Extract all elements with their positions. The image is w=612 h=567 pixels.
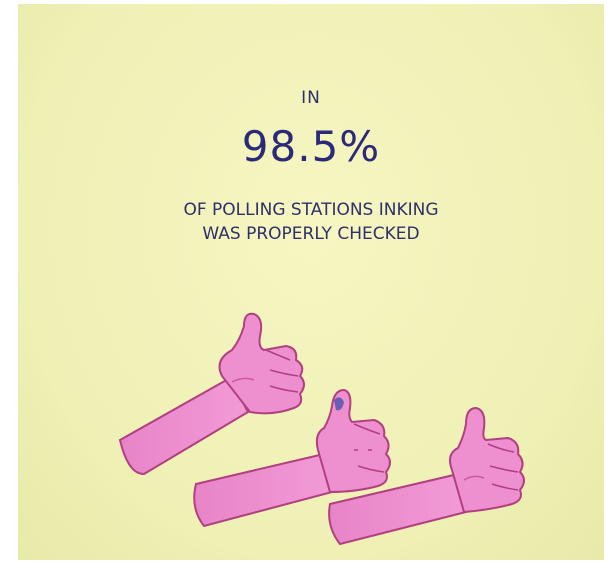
- percentage-value: 98.5%: [241, 122, 381, 171]
- thumbs-up-hand-icon: [193, 388, 391, 528]
- thumbs-up-illustration: [118, 312, 525, 546]
- intro-text: IN: [301, 88, 321, 108]
- thumbs-up-hand-icon: [328, 406, 525, 546]
- infographic-slide: IN 98.5% OF POLLING STATIONS INKING WAS …: [18, 4, 604, 560]
- caption-line-1: OF POLLING STATIONS INKING: [183, 200, 439, 220]
- caption-line-2: WAS PROPERLY CHECKED: [202, 224, 420, 244]
- thumbs-up-hand-icon: [118, 312, 305, 476]
